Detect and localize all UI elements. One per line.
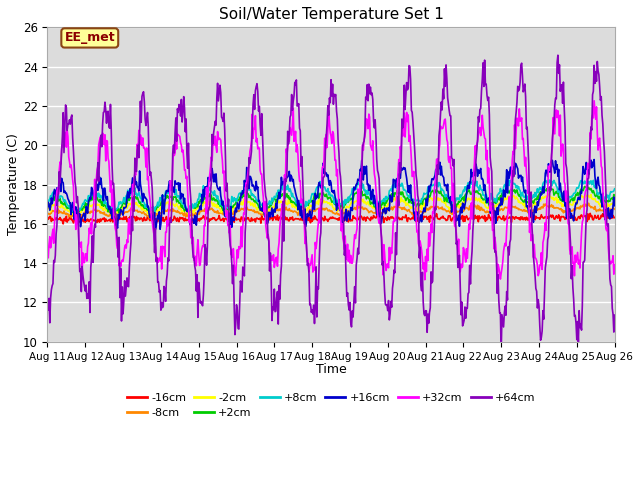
+16cm: [590, 156, 598, 162]
+16cm: [559, 197, 567, 203]
+64cm: [168, 199, 176, 205]
+32cm: [378, 233, 385, 239]
+32cm: [44, 244, 51, 250]
+2cm: [323, 194, 331, 200]
Text: EE_met: EE_met: [65, 31, 115, 45]
+64cm: [44, 296, 51, 302]
-2cm: [611, 198, 618, 204]
+16cm: [323, 174, 331, 180]
-2cm: [561, 202, 568, 207]
Y-axis label: Temperature (C): Temperature (C): [7, 133, 20, 236]
+16cm: [169, 187, 177, 193]
+2cm: [611, 192, 618, 198]
Line: +16cm: +16cm: [47, 159, 614, 229]
Line: +64cm: +64cm: [47, 55, 614, 352]
-2cm: [193, 205, 201, 211]
+32cm: [168, 188, 176, 193]
-16cm: [378, 215, 386, 221]
-8cm: [611, 206, 618, 212]
+16cm: [193, 212, 201, 218]
-16cm: [611, 215, 618, 220]
-2cm: [545, 191, 552, 197]
+8cm: [503, 177, 511, 182]
+64cm: [193, 288, 200, 294]
X-axis label: Time: Time: [316, 363, 346, 376]
-2cm: [378, 206, 386, 212]
+2cm: [108, 212, 115, 217]
-2cm: [44, 206, 51, 212]
+64cm: [554, 52, 562, 58]
+2cm: [559, 199, 567, 204]
+8cm: [169, 187, 177, 193]
+8cm: [323, 189, 331, 194]
-2cm: [323, 199, 331, 205]
-16cm: [169, 217, 177, 223]
Line: -16cm: -16cm: [47, 214, 614, 224]
+32cm: [323, 132, 330, 137]
-8cm: [378, 210, 386, 216]
+2cm: [169, 197, 177, 203]
+32cm: [193, 263, 200, 269]
+16cm: [378, 212, 386, 217]
+32cm: [559, 146, 567, 152]
-16cm: [193, 218, 201, 224]
+16cm: [435, 167, 442, 172]
Line: +8cm: +8cm: [47, 180, 614, 213]
+16cm: [611, 203, 618, 209]
+8cm: [378, 197, 386, 203]
+64cm: [433, 162, 441, 168]
+32cm: [493, 277, 501, 283]
-2cm: [169, 201, 177, 206]
+8cm: [193, 200, 201, 205]
Line: -8cm: -8cm: [47, 203, 614, 218]
+32cm: [433, 156, 441, 162]
+16cm: [44, 205, 51, 211]
+8cm: [611, 186, 618, 192]
-8cm: [323, 206, 331, 212]
+16cm: [152, 227, 159, 232]
-8cm: [585, 200, 593, 206]
-16cm: [586, 211, 594, 216]
-16cm: [435, 216, 442, 222]
-2cm: [435, 195, 442, 201]
-8cm: [169, 206, 177, 212]
+64cm: [323, 133, 330, 139]
+2cm: [193, 204, 201, 210]
+32cm: [590, 98, 598, 104]
-16cm: [44, 214, 51, 220]
-8cm: [44, 212, 51, 217]
-16cm: [323, 216, 331, 222]
-16cm: [559, 214, 567, 219]
+64cm: [378, 235, 385, 241]
+8cm: [561, 192, 568, 197]
-16cm: [60, 221, 67, 227]
Title: Soil/Water Temperature Set 1: Soil/Water Temperature Set 1: [219, 7, 444, 22]
+8cm: [151, 210, 159, 216]
+8cm: [435, 184, 442, 190]
+2cm: [44, 202, 51, 207]
Legend: -16cm, -8cm, -2cm, +2cm, +8cm, +16cm, +32cm, +64cm: -16cm, -8cm, -2cm, +2cm, +8cm, +16cm, +3…: [122, 388, 540, 423]
-8cm: [145, 216, 153, 221]
+2cm: [581, 183, 589, 189]
-8cm: [193, 212, 201, 217]
-2cm: [111, 213, 119, 219]
+64cm: [611, 312, 618, 318]
+2cm: [378, 202, 386, 208]
-8cm: [435, 204, 442, 210]
+2cm: [435, 189, 442, 194]
+32cm: [611, 262, 618, 267]
-8cm: [559, 210, 567, 216]
+8cm: [44, 197, 51, 203]
+64cm: [497, 349, 505, 355]
Line: +32cm: +32cm: [47, 101, 614, 280]
Line: -2cm: -2cm: [47, 194, 614, 216]
+64cm: [561, 105, 568, 110]
Line: +2cm: +2cm: [47, 186, 614, 215]
